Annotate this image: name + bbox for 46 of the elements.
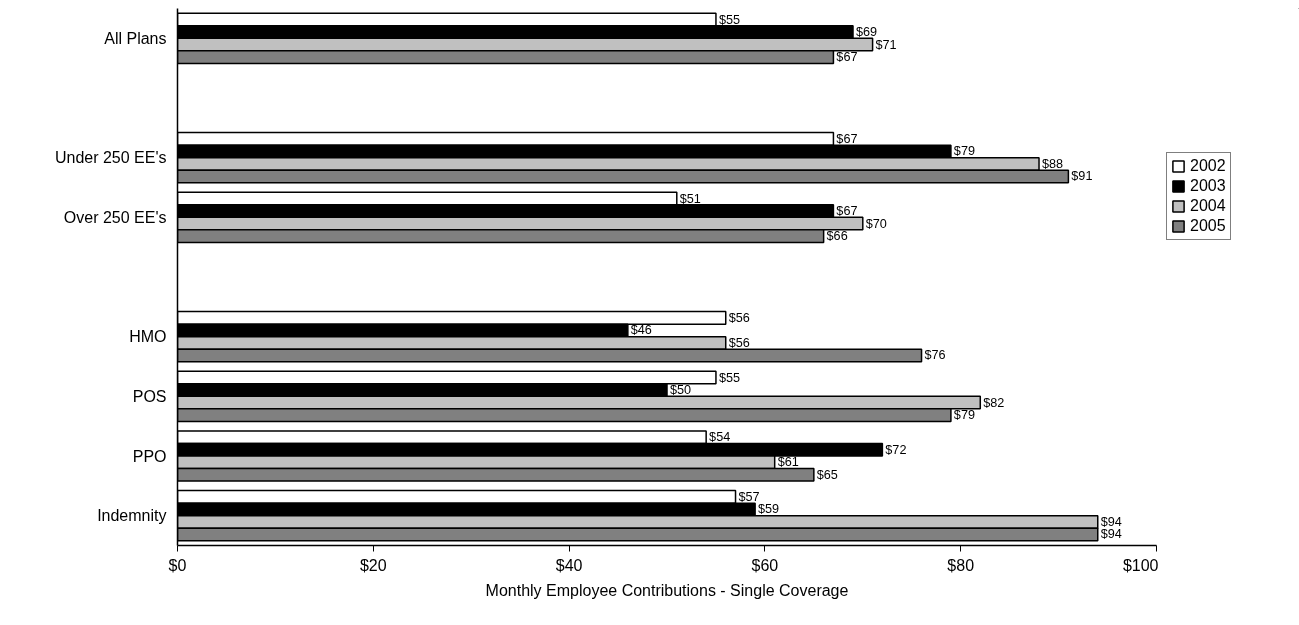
legend-label: 2004 <box>1190 197 1226 215</box>
data-label: $76 <box>924 348 946 363</box>
data-label: $54 <box>709 430 731 445</box>
data-label: $79 <box>953 144 975 159</box>
data-label: $79 <box>953 408 975 423</box>
data-label: $82 <box>983 395 1005 410</box>
data-label: $94 <box>1100 514 1122 529</box>
data-label: $57 <box>738 489 760 504</box>
data-label: $70 <box>865 216 887 231</box>
y-tick-label: Indemnity <box>97 507 167 525</box>
y-tick-label: POS <box>132 387 167 405</box>
legend-label: 2005 <box>1190 217 1226 235</box>
data-label: $67 <box>836 204 858 219</box>
x-tick-label: $80 <box>947 556 975 574</box>
y-tick-label: All Plans <box>104 29 167 47</box>
x-tick-label: $100 <box>1122 556 1159 574</box>
y-tick-label: PPO <box>132 447 167 465</box>
data-label: $59 <box>758 502 780 517</box>
x-tick-label: $60 <box>751 556 779 574</box>
y-tick-label: Under 250 EE's <box>54 149 167 167</box>
x-tick-label: $20 <box>359 556 387 574</box>
data-label: $88 <box>1041 156 1064 171</box>
legend-label: 2003 <box>1190 177 1226 195</box>
x-axis-title: Monthly Employee Contributions - Single Coverage <box>485 581 849 599</box>
y-tick-label: HMO <box>129 328 167 346</box>
data-label: $94 <box>1100 527 1122 542</box>
data-label: $69 <box>855 25 878 40</box>
data-label: $67 <box>836 131 858 146</box>
data-label: $55 <box>718 370 741 385</box>
data-label: $51 <box>679 191 701 206</box>
data-label: $67 <box>836 50 858 65</box>
data-label: $72 <box>885 442 907 457</box>
data-label: $91 <box>1071 169 1093 184</box>
data-label: $56 <box>728 335 750 350</box>
data-label: $46 <box>630 323 652 338</box>
data-label: $55 <box>718 12 741 27</box>
x-tick-label: $0 <box>168 556 187 574</box>
data-label: $66 <box>826 229 848 244</box>
data-label: $56 <box>728 310 750 325</box>
data-label: $61 <box>777 455 799 470</box>
y-tick-label: Over 250 EE's <box>63 208 167 226</box>
data-label: $71 <box>875 37 897 52</box>
legend-label: 2002 <box>1190 157 1226 175</box>
x-tick-label: $40 <box>555 556 583 574</box>
data-label: $50 <box>669 383 692 398</box>
data-label: $65 <box>816 467 838 482</box>
